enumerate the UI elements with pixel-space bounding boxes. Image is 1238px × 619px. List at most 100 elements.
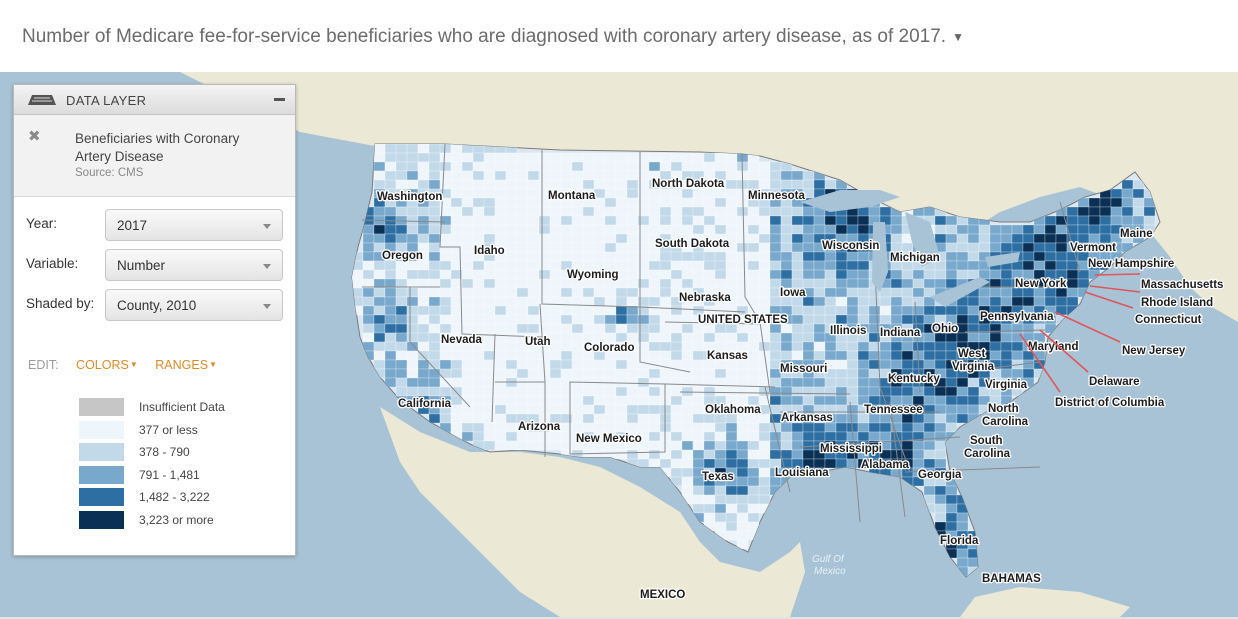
state-label: Colorado — [584, 342, 634, 354]
shaded-by-value: County, 2010 — [117, 298, 197, 313]
state-label: New York — [1015, 278, 1067, 290]
panel-title: DATA LAYER — [66, 93, 147, 108]
state-label: Arizona — [518, 421, 561, 433]
remove-layer-icon[interactable]: ✖ — [28, 128, 41, 145]
state-label: Mississippi — [820, 443, 882, 455]
legend-label: 3,223 or more — [139, 512, 214, 527]
state-label: West Virginia — [952, 348, 995, 373]
variable-value: Number — [117, 258, 166, 273]
chevron-down-icon — [263, 304, 271, 309]
label-leader-lines — [1019, 273, 1141, 393]
state-label: Maine — [1120, 228, 1153, 240]
state-label: Connecticut — [1135, 314, 1202, 326]
state-label: Utah — [525, 336, 551, 348]
state-label: Rhode Island — [1141, 297, 1213, 309]
caret-down-icon[interactable]: ▼ — [952, 29, 964, 44]
state-label: Vermont — [1070, 242, 1116, 254]
state-label: Maryland — [1028, 341, 1079, 353]
lake-michigan — [872, 222, 888, 292]
state-label: North Carolina — [982, 403, 1029, 428]
legend-swatch — [79, 465, 124, 484]
state-label: Washington — [377, 191, 442, 203]
cuba-land — [960, 587, 1130, 617]
state-label: Florida — [940, 535, 979, 547]
data-layer-panel: DATA LAYER ✖ Beneficiaries with Coronary… — [13, 84, 296, 556]
county-choropleth[interactable] — [352, 144, 1156, 577]
lake-superior — [800, 190, 900, 212]
state-label: Kansas — [707, 350, 748, 362]
state-label: Texas — [702, 471, 734, 483]
legend-label: Insufficient Data — [139, 400, 225, 414]
shaded-by-label: Shaded by: — [26, 296, 95, 311]
state-label: Louisiana — [775, 467, 829, 479]
state-label: Pennsylvania — [980, 311, 1054, 323]
layer-source: Source: CMS — [75, 167, 144, 179]
water-label: Gulf Of Mexico — [812, 554, 846, 577]
panel-header: DATA LAYER — [14, 85, 295, 115]
leader-line — [1084, 291, 1134, 309]
state-label: South Carolina — [964, 435, 1011, 460]
state-label: Kentucky — [888, 373, 940, 385]
state-label: Minnesota — [748, 190, 805, 202]
state-label: Wyoming — [567, 269, 619, 281]
leader-line — [1089, 285, 1141, 293]
country-label: UNITED STATES — [698, 314, 788, 326]
page-title: Number of Medicare fee-for-service benef… — [22, 26, 964, 48]
state-label: South Dakota — [655, 238, 730, 250]
caret-down-icon: ▼ — [129, 360, 138, 369]
page-title-text: Number of Medicare fee-for-service benef… — [22, 26, 947, 47]
legend-swatch — [79, 488, 124, 506]
state-label: Delaware — [1089, 376, 1140, 388]
state-label: Ohio — [932, 323, 958, 335]
canada-land — [0, 72, 1238, 322]
year-select[interactable]: 2017 — [105, 209, 283, 241]
state-label: New Hampshire — [1088, 258, 1174, 270]
footer-divider — [0, 617, 1238, 619]
state-borders — [361, 143, 1081, 523]
lake-huron — [905, 212, 940, 267]
state-label: Massachusetts — [1141, 279, 1223, 291]
state-label: Oklahoma — [705, 404, 761, 416]
lake-erie — [930, 277, 990, 307]
leader-line — [1054, 311, 1121, 343]
minimize-icon[interactable] — [274, 98, 285, 101]
legend-label: 1,482 - 3,222 — [139, 490, 210, 504]
state-label: Michigan — [890, 252, 940, 264]
chevron-down-icon — [263, 264, 271, 269]
chevron-down-icon — [263, 224, 271, 229]
ranges-menu[interactable]: RANGES▼ — [155, 358, 217, 372]
colors-menu[interactable]: COLORS▼ — [76, 358, 138, 372]
state-label: Nebraska — [679, 292, 731, 304]
legend-label: 791 - 1,481 — [139, 467, 200, 482]
colors-label: COLORS — [76, 358, 129, 372]
variable-select[interactable]: Number — [105, 249, 283, 281]
lake-ontario — [985, 252, 1020, 267]
state-label: District of Columbia — [1055, 397, 1165, 409]
place-label: MEXICO — [640, 589, 685, 601]
legend-swatch — [79, 420, 124, 439]
year-value: 2017 — [117, 218, 148, 233]
leader-line — [1039, 329, 1089, 373]
state-label: Virginia — [985, 379, 1028, 391]
layer-name: Beneficiaries with Coronary Artery Disea… — [75, 131, 240, 164]
state-label: Arkansas — [781, 412, 833, 424]
state-label: Georgia — [918, 469, 962, 481]
layers-icon — [28, 95, 56, 105]
state-label: Missouri — [780, 363, 827, 375]
leader-line — [1094, 273, 1141, 276]
state-label: North Dakota — [652, 178, 725, 190]
state-label: New Mexico — [576, 433, 642, 445]
layer-info: ✖ Beneficiaries with Coronary Artery Dis… — [14, 115, 295, 197]
legend-label: 377 or less — [139, 422, 198, 437]
shaded-by-select[interactable]: County, 2010 — [105, 289, 283, 321]
legend-swatch — [79, 510, 124, 529]
map-labels: Washington Montana North Dakota Minnesota Or… — [376, 177, 1225, 603]
edit-row: EDIT: COLORS▼ RANGES▼ — [28, 358, 217, 372]
variable-label: Variable: — [26, 256, 79, 271]
map-svg[interactable]: Washington Montana North Dakota Minnesota Or… — [0, 72, 1238, 617]
edit-label: EDIT: — [28, 358, 59, 372]
state-label: Alabama — [861, 459, 910, 471]
legend-swatch — [79, 398, 124, 416]
state-label: Nevada — [441, 334, 483, 346]
state-label: Tennessee — [864, 404, 923, 416]
